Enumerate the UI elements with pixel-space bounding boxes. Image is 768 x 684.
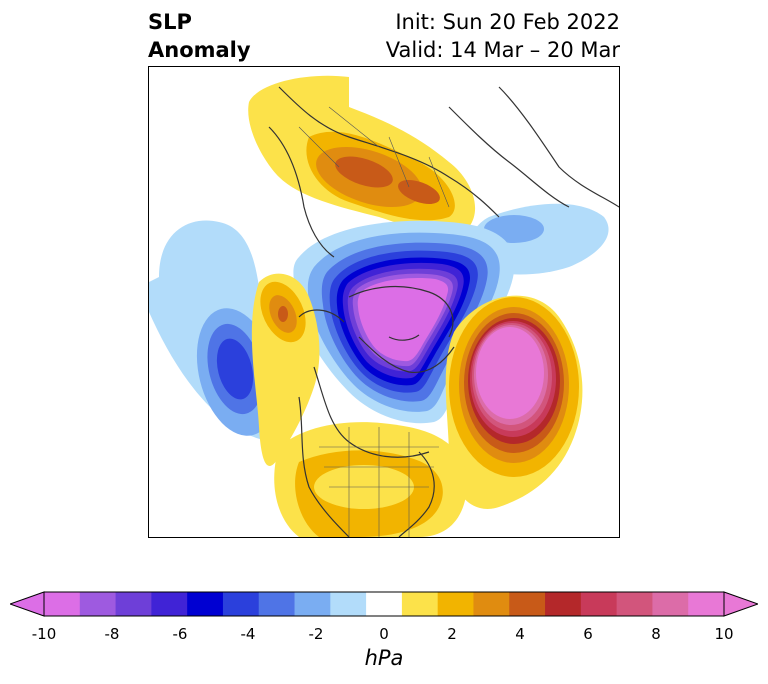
colorbar-bin — [151, 592, 188, 616]
colorbar-bin — [330, 592, 367, 616]
colorbar-bin — [580, 592, 618, 616]
colorbar-bin — [44, 592, 81, 616]
colorbar-bin — [79, 592, 117, 616]
us-high-anomaly — [274, 422, 468, 537]
colorbar-tick-label: -10 — [31, 625, 57, 643]
colorbar-tick-label: 8 — [651, 625, 661, 643]
colorbar-tick-label: 10 — [714, 625, 734, 643]
colorbar-bin — [652, 592, 689, 616]
borders — [298, 106, 450, 537]
colorbar-bins — [44, 592, 725, 616]
colorbar-bin — [688, 592, 725, 616]
colorbar-bin — [616, 592, 653, 616]
colorbar-bin — [187, 592, 224, 616]
valid-period: Init: Sun 20 Feb 2022 Valid: 14 Mar – 20… — [386, 8, 620, 64]
title-line-2: Anomaly — [148, 38, 251, 62]
colorbar-bin — [222, 592, 260, 616]
colorbar-bin — [366, 592, 403, 616]
colorbar-bin — [473, 592, 510, 616]
colorbar-bin — [115, 592, 152, 616]
plot-title: SLP Anomaly — [148, 8, 251, 64]
colorbar-tick-label: 2 — [447, 625, 457, 643]
title-line-1: SLP — [148, 10, 192, 34]
colorbar-bin — [401, 592, 439, 616]
colorbar-bin — [294, 592, 331, 616]
colorbar — [10, 591, 758, 617]
colorbar-bin — [545, 592, 582, 616]
colorbar-tick-label: 0 — [379, 625, 389, 643]
colorbar-max-extend — [723, 591, 758, 617]
colorbar-tick-label: -4 — [240, 625, 256, 643]
colorbar-bin — [258, 592, 296, 616]
colorbar-bin — [437, 592, 474, 616]
colorbar-bin — [509, 592, 546, 616]
eurasia-high-anomaly — [248, 75, 476, 234]
colorbar-tick-label: -6 — [172, 625, 188, 643]
valid-range-text: Valid: 14 Mar – 20 Mar — [385, 38, 620, 62]
colorbar-unit-label: hPa — [364, 646, 404, 670]
anomaly-map — [148, 66, 620, 538]
colorbar-min-extend — [10, 591, 45, 617]
colorbar-tick-label: -8 — [104, 625, 120, 643]
west-na-high-anomaly — [251, 273, 320, 466]
colorbar-tick-label: -2 — [308, 625, 324, 643]
init-date-text: Init: Sun 20 Feb 2022 — [395, 10, 620, 34]
coastlines — [268, 86, 619, 537]
colorbar-tick-label: 6 — [583, 625, 593, 643]
atlantic-high-anomaly — [445, 295, 583, 509]
map-canvas — [149, 75, 619, 537]
colorbar-tick-label: 4 — [515, 625, 525, 643]
